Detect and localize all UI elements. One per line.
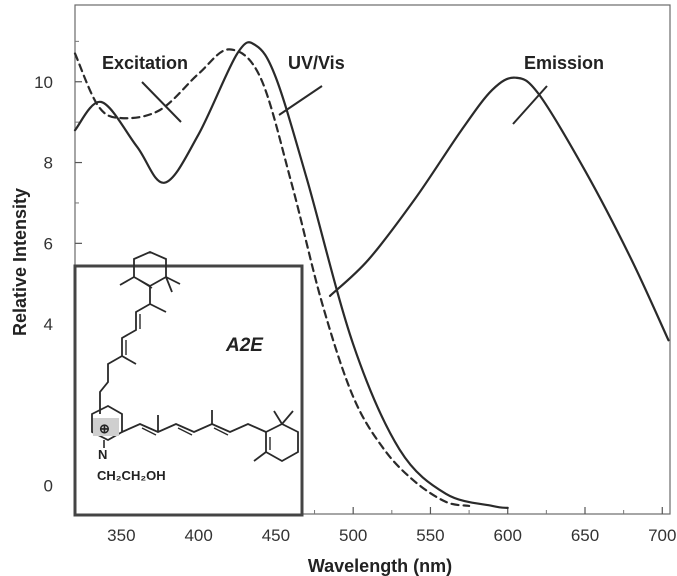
chain-lower-double-2 [177, 427, 193, 436]
x-tick-label-550: 550 [416, 526, 444, 545]
series-excitation-line [73, 48, 471, 507]
chain-lower [121, 423, 267, 433]
y-tick-label-6: 6 [44, 234, 53, 253]
inset-a2e-structure: ⊕ N CH₂CH₂OH A2E [73, 251, 304, 517]
ring-top-methyl-3 [119, 276, 135, 286]
x-tick-labels: 350 400 450 500 550 600 650 700 [107, 526, 676, 545]
ring-bottom-methyl-2 [281, 410, 294, 425]
label-excitation: Excitation [102, 53, 188, 73]
y-tick-label-8: 8 [44, 154, 53, 173]
x-axis-title: Wavelength (nm) [308, 556, 452, 576]
y-axis-title: Relative Intensity [10, 188, 30, 336]
pyridinium-highlight [93, 418, 119, 436]
series-emission-line [328, 76, 670, 342]
series-layer [73, 41, 670, 509]
x-tick-label-350: 350 [107, 526, 135, 545]
x-tick-label-500: 500 [339, 526, 367, 545]
chain-upper [99, 286, 151, 414]
ring-bottom-methyl-3 [253, 451, 267, 462]
chain-lower-double-3 [213, 427, 229, 436]
substituent-label: CH₂CH₂OH [97, 468, 166, 483]
inset-frame [73, 264, 304, 517]
ring-top-methyl-2 [165, 276, 173, 293]
series-uv-vis-line [73, 41, 509, 509]
pyridinium-n-label: N [98, 447, 107, 462]
label-emission: Emission [524, 53, 604, 73]
x-tick-label-600: 600 [494, 526, 522, 545]
y-tick-label-0: 0 [44, 477, 53, 496]
x-tick-label-400: 400 [184, 526, 212, 545]
x-tick-label-700: 700 [648, 526, 676, 545]
pyridinium-charge: ⊕ [99, 421, 110, 436]
chain-upper-methyl [149, 303, 167, 313]
x-tick-label-450: 450 [262, 526, 290, 545]
ring-top-methyl-1 [165, 276, 181, 285]
y-tick-labels: 0 4 6 8 10 [34, 73, 53, 496]
x-tick-label-650: 650 [571, 526, 599, 545]
molecule-name: A2E [225, 335, 264, 356]
leader-uvvis [278, 85, 323, 116]
leader-excitation [141, 81, 182, 123]
chain-upper-methyl-2 [121, 355, 137, 365]
plot-frame [74, 4, 671, 515]
y-tick-label-10: 10 [34, 73, 53, 92]
y-tick-label-4: 4 [44, 315, 53, 334]
label-uvvis: UV/Vis [288, 53, 345, 73]
ring-bottom-methyl-1 [273, 410, 283, 425]
leader-emission [512, 85, 548, 125]
chain-lower-double-1 [141, 427, 157, 436]
